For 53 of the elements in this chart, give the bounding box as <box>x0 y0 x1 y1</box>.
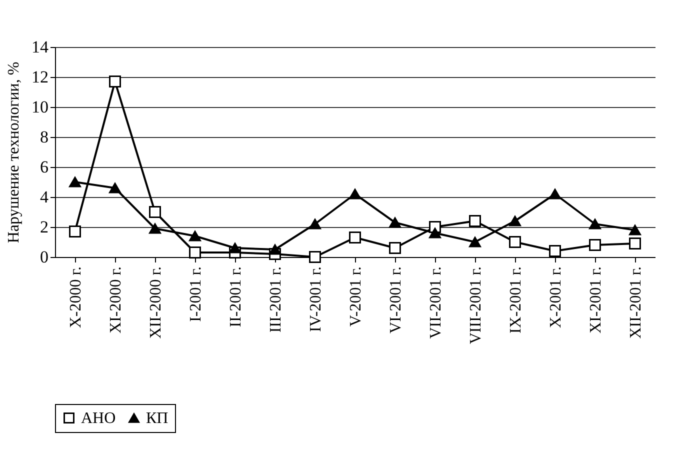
point <box>229 242 241 254</box>
point <box>629 224 641 236</box>
point <box>189 246 201 258</box>
x-tick-label: VII-2001 г. <box>428 266 444 339</box>
x-tick-label: X-2000 г. <box>68 266 84 328</box>
point <box>389 217 401 228</box>
point <box>69 226 81 238</box>
point <box>429 228 441 238</box>
point <box>189 230 201 242</box>
y-tick-label: 8 <box>40 128 48 146</box>
x-tick-label: IX-2001 г. <box>508 266 524 334</box>
x-tick-label: I-2001 г. <box>188 266 204 322</box>
x-tick-label: IV-2001 г. <box>308 266 324 332</box>
point <box>109 76 121 88</box>
x-tick-label: V-2001 г. <box>348 266 364 327</box>
y-axis-title: Нарушение технологии, % <box>6 62 22 244</box>
y-tick-label: 0 <box>40 248 48 266</box>
x-tick-label: XII-2000 г. <box>148 266 164 339</box>
x-tick-label: XI-2000 г. <box>108 266 124 334</box>
point <box>349 232 361 244</box>
point <box>629 238 641 250</box>
point <box>149 206 161 218</box>
point <box>589 239 601 251</box>
y-tick-label: 12 <box>32 68 48 86</box>
y-tick-label: 10 <box>32 98 48 116</box>
point <box>109 182 121 194</box>
point <box>509 216 521 226</box>
y-tick-label: 6 <box>40 158 48 176</box>
point <box>69 176 81 188</box>
point <box>469 236 481 248</box>
point <box>349 188 361 200</box>
point <box>549 188 561 200</box>
y-tick-label: 4 <box>40 188 49 206</box>
point <box>469 215 481 227</box>
point <box>269 244 281 255</box>
y-tick-label: 14 <box>32 38 49 56</box>
y-tick-label: 2 <box>40 218 48 236</box>
point <box>149 223 161 234</box>
point <box>589 218 601 230</box>
point <box>389 242 401 254</box>
x-tick-label: VI-2001 г. <box>388 266 404 334</box>
x-tick-label: II-2001 г. <box>228 266 244 328</box>
x-tick-label: VIII-2001 г. <box>468 266 484 344</box>
point <box>309 218 321 230</box>
legend-label: АНО <box>81 410 116 427</box>
point <box>509 236 521 248</box>
x-tick-label: XII-2001 г. <box>628 266 644 339</box>
x-tick-label: III-2001 г. <box>268 266 284 333</box>
point <box>549 245 561 257</box>
legend-label: КП <box>146 410 169 427</box>
point <box>309 251 321 263</box>
x-tick-label: X-2001 г. <box>548 266 564 328</box>
x-tick-label: XI-2001 г. <box>588 266 604 334</box>
